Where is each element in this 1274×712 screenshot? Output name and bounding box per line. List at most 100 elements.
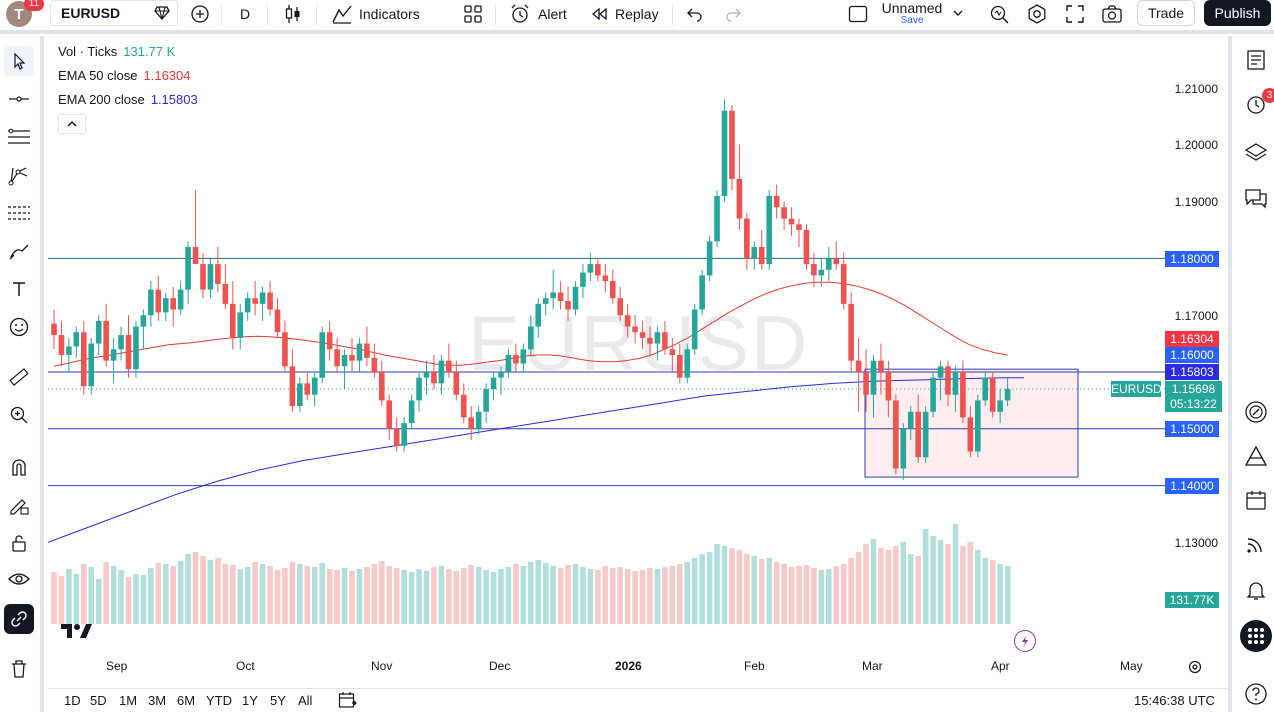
alerts-clock-icon[interactable]	[1240, 88, 1272, 120]
volume-bar	[110, 566, 117, 624]
legend-collapse-button[interactable]	[58, 114, 86, 134]
horizontal-lines-icon[interactable]	[4, 122, 34, 152]
volume-bar	[587, 569, 594, 624]
chevron-down-icon[interactable]	[952, 6, 964, 20]
layout-checkbox-icon[interactable]	[848, 5, 868, 23]
candle-body	[863, 372, 869, 395]
volume-bar	[818, 570, 825, 624]
clock-utc[interactable]: 15:46:38 UTC	[1134, 693, 1215, 708]
candle-body	[893, 400, 899, 469]
candle-body	[438, 360, 445, 384]
help-icon[interactable]	[1240, 678, 1272, 710]
price-tag-level: 1.14000	[1165, 478, 1219, 494]
layers-icon[interactable]	[1240, 136, 1272, 168]
trade-button[interactable]: Trade	[1137, 0, 1195, 26]
interval-button[interactable]: D	[240, 0, 250, 28]
candle-body	[632, 326, 638, 333]
candle-body	[207, 264, 214, 290]
range-ytd-button[interactable]: YTD	[206, 693, 232, 708]
tradingview-logo[interactable]	[60, 622, 92, 643]
trend-line-icon[interactable]	[4, 84, 34, 114]
volume-bar	[528, 562, 534, 624]
candle-body	[371, 357, 378, 372]
pencil-lock-icon[interactable]	[4, 490, 34, 520]
ideas-pyramid-icon[interactable]	[1240, 440, 1272, 472]
price-chart[interactable]	[48, 36, 1228, 682]
volume-bar	[148, 568, 154, 624]
legend-ema200[interactable]: EMA 200 close 1.15803	[58, 92, 198, 107]
layout-name-button[interactable]: Unnamed Save	[876, 1, 948, 27]
snapshot-camera-icon[interactable]	[1101, 4, 1123, 24]
date-range-calendar-icon[interactable]	[338, 691, 358, 712]
lightning-event-icon[interactable]	[1014, 630, 1036, 652]
alert-button[interactable]: Alert	[509, 0, 567, 28]
eye-icon[interactable]	[4, 564, 34, 594]
volume-bar	[997, 564, 1003, 624]
candle-body	[915, 411, 921, 458]
range-1y-button[interactable]: 1Y	[242, 693, 258, 708]
volume-bar	[267, 566, 273, 624]
candle-body	[580, 272, 586, 287]
link-icon[interactable]	[4, 604, 34, 634]
magnet-icon[interactable]	[4, 452, 34, 482]
range-5d-button[interactable]: 5D	[90, 693, 107, 708]
range-all-button[interactable]: All	[298, 693, 313, 708]
templates-icon[interactable]	[463, 4, 483, 24]
candle-body	[289, 366, 296, 407]
volume-bar	[736, 550, 743, 624]
apps-grid-icon[interactable]	[1240, 620, 1272, 652]
candle-body	[557, 292, 564, 301]
candles-style-icon[interactable]	[284, 3, 302, 25]
emoji-icon[interactable]	[4, 312, 34, 342]
volume-bar	[408, 572, 415, 624]
notifications-bell-icon[interactable]	[1240, 574, 1272, 606]
axis-settings-icon[interactable]	[1187, 659, 1203, 678]
calendar-icon[interactable]	[1240, 484, 1272, 516]
range-1m-button[interactable]: 1M	[119, 693, 138, 708]
zoom-in-icon[interactable]	[4, 400, 34, 430]
redo-icon[interactable]	[724, 4, 742, 24]
watchlist-icon[interactable]	[1240, 44, 1272, 76]
price-label: 1.19000	[1174, 195, 1218, 209]
symbol-search-button[interactable]: EURUSD	[50, 0, 178, 26]
symbol-info-icon[interactable]	[152, 3, 172, 23]
price-label: 1.13000	[1174, 536, 1218, 550]
range-5y-button[interactable]: 5Y	[270, 693, 286, 708]
time-label: Mar	[862, 659, 883, 673]
quick-search-icon[interactable]	[988, 3, 1010, 25]
candle-body	[170, 298, 176, 310]
candle-body	[125, 335, 132, 370]
volume-bar	[967, 542, 974, 624]
volume-bar	[282, 568, 288, 624]
legend-volume[interactable]: Vol · Ticks 131.77 K	[58, 44, 175, 59]
text-tool-icon[interactable]	[4, 274, 34, 304]
add-symbol-icon[interactable]	[189, 3, 211, 25]
legend-ema50[interactable]: EMA 50 close 1.16304	[58, 68, 191, 83]
price-label: 1.21000	[1174, 82, 1218, 96]
volume-bar	[572, 564, 579, 624]
lock-icon[interactable]	[4, 528, 34, 558]
chart-area[interactable]: EURUSD Vol · Ticks 131.77 K EMA 50 close 1…	[48, 36, 1228, 682]
candle-body	[408, 400, 415, 424]
range-3m-button[interactable]: 3M	[148, 693, 167, 708]
stream-icon[interactable]	[1240, 528, 1272, 560]
cursor-arrow-icon[interactable]	[4, 46, 34, 76]
volume-bar	[88, 567, 95, 624]
candle-body	[51, 323, 57, 336]
ruler-icon[interactable]	[4, 362, 34, 392]
range-1d-button[interactable]: 1D	[64, 693, 81, 708]
range-6m-button[interactable]: 6M	[177, 693, 196, 708]
indicators-button[interactable]: Indicators	[331, 0, 420, 28]
publish-button[interactable]: Publish	[1204, 0, 1271, 26]
fullscreen-icon[interactable]	[1065, 4, 1085, 24]
trash-icon[interactable]	[4, 654, 34, 684]
brush-icon[interactable]	[4, 236, 34, 266]
compass-icon[interactable]	[1240, 396, 1272, 428]
fib-retracement-icon[interactable]	[4, 198, 34, 228]
settings-gear-icon[interactable]	[1026, 3, 1048, 25]
replay-button[interactable]: Replay	[590, 0, 659, 28]
candle-body	[498, 372, 504, 378]
chat-icon[interactable]	[1240, 182, 1272, 214]
undo-icon[interactable]	[686, 4, 704, 24]
pitchfork-icon[interactable]	[4, 160, 34, 190]
